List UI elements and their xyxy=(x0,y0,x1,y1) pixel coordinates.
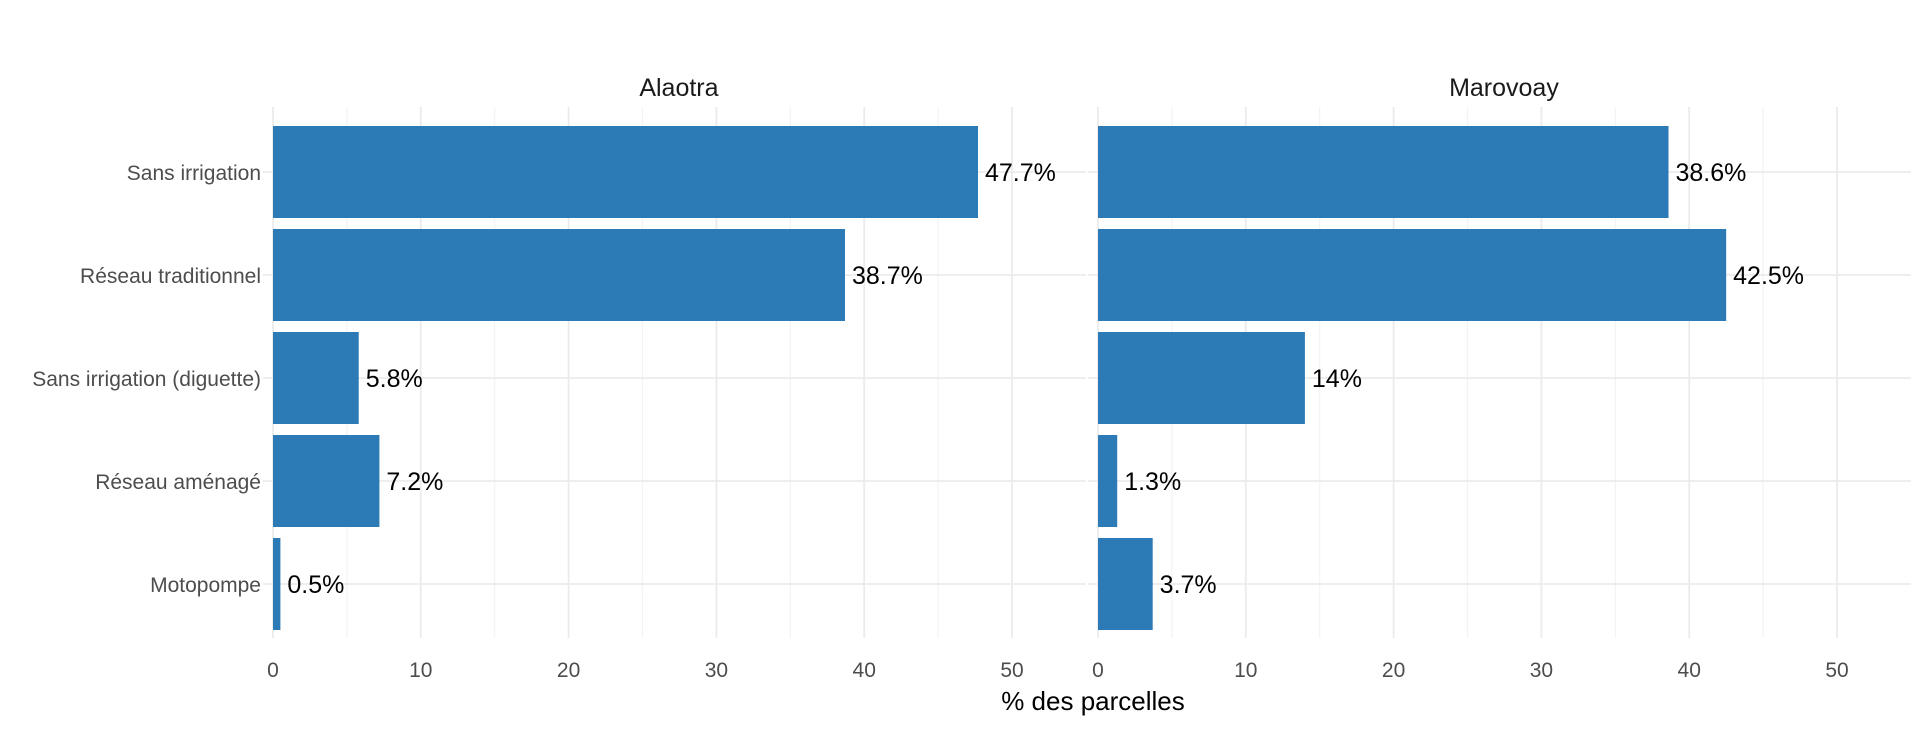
data-label: 42.5% xyxy=(1733,262,1804,290)
facet-title: Alaotra xyxy=(639,74,718,102)
data-label: 14% xyxy=(1312,365,1362,393)
y-category-label: Réseau aménagé xyxy=(95,471,261,494)
facet-panel-marovoay: Marovoay 38.6% 42.5% 14% 1.3% 3.7% 0 10 20 30 40 50 xyxy=(1088,74,1911,682)
data-label: 47.7% xyxy=(985,159,1056,187)
bar xyxy=(273,538,281,630)
x-tick-label: 0 xyxy=(267,659,279,682)
y-category-label: Sans irrigation (diguette) xyxy=(32,368,261,391)
x-tick-label: 10 xyxy=(409,659,432,682)
facets-layer: Alaotra 47.7% 38.7% 5.8% 7.2% 0.5% 0 10 20 30 40 50… xyxy=(32,74,1911,682)
facet-title: Marovoay xyxy=(1449,74,1559,102)
y-category-label: Sans irrigation xyxy=(127,162,261,185)
x-tick-label: 30 xyxy=(705,659,728,682)
bar xyxy=(273,126,979,218)
x-tick-label: 40 xyxy=(853,659,876,682)
bar xyxy=(273,332,359,424)
x-axis-title: % des parcelles xyxy=(1001,686,1185,716)
bar xyxy=(273,229,845,321)
data-label: 38.7% xyxy=(852,262,923,290)
data-label: 5.8% xyxy=(366,365,423,393)
x-tick-label: 30 xyxy=(1530,659,1553,682)
x-tick-label: 10 xyxy=(1234,659,1257,682)
data-label: 1.3% xyxy=(1124,468,1181,496)
bar xyxy=(1098,435,1118,527)
data-label: 3.7% xyxy=(1160,571,1217,599)
x-tick-label: 20 xyxy=(557,659,580,682)
data-label: 38.6% xyxy=(1676,159,1747,187)
bar xyxy=(1098,229,1727,321)
data-label: 0.5% xyxy=(287,571,344,599)
x-tick-label: 40 xyxy=(1678,659,1701,682)
y-category-label: Réseau traditionnel xyxy=(80,265,261,288)
x-tick-label: 20 xyxy=(1382,659,1405,682)
bar xyxy=(273,435,380,527)
facet-panel-alaotra: Alaotra 47.7% 38.7% 5.8% 7.2% 0.5% 0 10 20 30 40 50… xyxy=(32,74,1086,682)
x-tick-label: 50 xyxy=(1825,659,1848,682)
data-label: 7.2% xyxy=(386,468,443,496)
bar xyxy=(1098,126,1669,218)
bar xyxy=(1098,538,1153,630)
y-category-label: Motopompe xyxy=(150,574,261,597)
x-tick-label: 50 xyxy=(1000,659,1023,682)
x-tick-label: 0 xyxy=(1092,659,1104,682)
bar xyxy=(1098,332,1305,424)
